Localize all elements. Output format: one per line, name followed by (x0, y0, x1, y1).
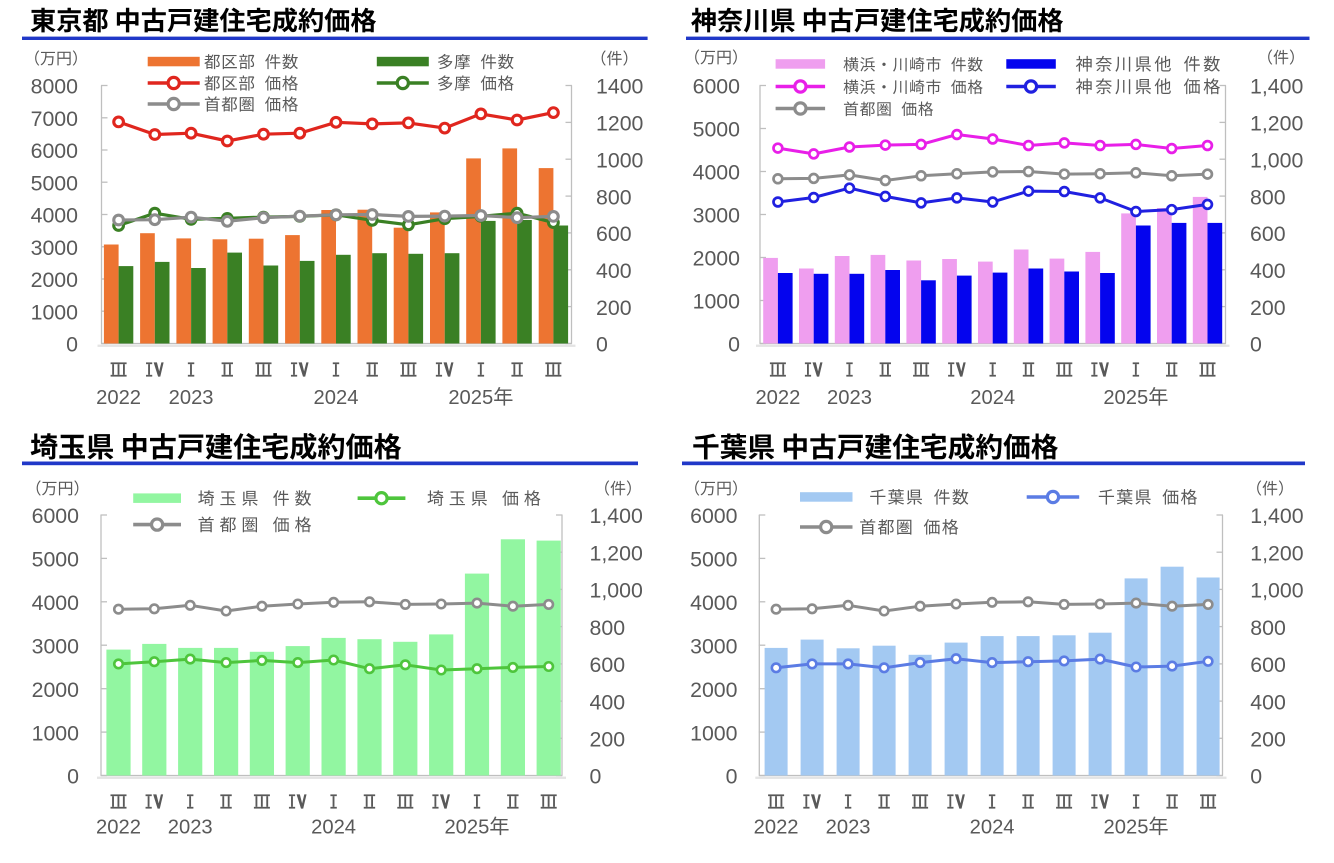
svg-text:2025: 2025 (1103, 387, 1148, 409)
svg-text:0: 0 (1250, 333, 1262, 357)
svg-text:8000: 8000 (31, 75, 79, 99)
svg-text:5000: 5000 (32, 548, 80, 572)
svg-text:2022: 2022 (754, 817, 799, 839)
svg-text:600: 600 (1250, 222, 1286, 246)
svg-text:7000: 7000 (31, 107, 79, 131)
svg-text:0: 0 (1250, 765, 1262, 789)
svg-text:800: 800 (590, 616, 626, 640)
svg-text:2024: 2024 (970, 387, 1015, 409)
svg-text:0: 0 (590, 765, 602, 789)
svg-text:1,200: 1,200 (1250, 541, 1303, 565)
svg-text:1000: 1000 (31, 300, 79, 324)
svg-text:4000: 4000 (32, 591, 80, 615)
svg-text:2024: 2024 (311, 817, 356, 839)
svg-text:1,200: 1,200 (590, 541, 643, 565)
svg-text:2025: 2025 (444, 817, 489, 839)
svg-text:600: 600 (596, 222, 632, 246)
svg-text:600: 600 (1250, 653, 1286, 677)
svg-text:4000: 4000 (31, 204, 79, 228)
svg-text:400: 400 (1250, 690, 1286, 714)
svg-text:2022: 2022 (96, 387, 141, 409)
svg-text:600: 600 (590, 653, 626, 677)
svg-text:4000: 4000 (693, 161, 741, 185)
svg-text:2025: 2025 (448, 387, 493, 409)
svg-text:1400: 1400 (596, 75, 644, 99)
svg-text:0: 0 (728, 333, 740, 357)
svg-text:6000: 6000 (693, 75, 741, 99)
svg-text:1,200: 1,200 (1250, 112, 1303, 136)
svg-text:2000: 2000 (31, 268, 79, 292)
svg-text:2000: 2000 (693, 247, 741, 271)
svg-text:200: 200 (596, 296, 632, 320)
svg-text:0: 0 (67, 765, 79, 789)
svg-text:2023: 2023 (168, 817, 213, 839)
svg-text:1000: 1000 (596, 148, 644, 172)
svg-text:1000: 1000 (32, 721, 80, 745)
svg-text:1,000: 1,000 (590, 579, 643, 603)
svg-text:800: 800 (596, 185, 632, 209)
svg-text:6000: 6000 (31, 139, 79, 163)
svg-text:3000: 3000 (690, 635, 738, 659)
svg-text:2024: 2024 (970, 817, 1015, 839)
svg-text:2022: 2022 (755, 387, 800, 409)
svg-text:6000: 6000 (32, 504, 80, 528)
svg-text:1200: 1200 (596, 112, 644, 136)
svg-text:200: 200 (590, 728, 626, 752)
svg-text:1,400: 1,400 (1250, 504, 1303, 528)
svg-text:5000: 5000 (31, 171, 79, 195)
svg-text:2023: 2023 (827, 387, 872, 409)
svg-text:200: 200 (1250, 728, 1286, 752)
svg-text:2023: 2023 (826, 817, 871, 839)
svg-text:2025: 2025 (1104, 817, 1149, 839)
svg-text:200: 200 (1250, 296, 1286, 320)
svg-text:4000: 4000 (690, 591, 738, 615)
svg-text:0: 0 (66, 333, 78, 357)
svg-text:1,000: 1,000 (1250, 148, 1303, 172)
svg-text:1,400: 1,400 (590, 504, 643, 528)
svg-text:400: 400 (596, 259, 632, 283)
svg-text:1000: 1000 (693, 290, 741, 314)
svg-text:1,000: 1,000 (1250, 579, 1303, 603)
svg-text:2000: 2000 (32, 678, 80, 702)
svg-text:3000: 3000 (693, 204, 741, 228)
svg-text:5000: 5000 (693, 118, 741, 142)
svg-text:6000: 6000 (690, 504, 738, 528)
svg-text:1,400: 1,400 (1250, 75, 1303, 99)
svg-text:800: 800 (1250, 616, 1286, 640)
svg-text:0: 0 (726, 765, 738, 789)
svg-text:2022: 2022 (96, 817, 141, 839)
svg-text:400: 400 (1250, 259, 1286, 283)
svg-text:2024: 2024 (314, 387, 359, 409)
svg-text:3000: 3000 (31, 236, 79, 260)
svg-text:5000: 5000 (690, 548, 738, 572)
svg-text:2023: 2023 (169, 387, 214, 409)
svg-text:400: 400 (590, 690, 626, 714)
svg-text:1000: 1000 (690, 721, 738, 745)
svg-text:2000: 2000 (690, 678, 738, 702)
svg-text:3000: 3000 (32, 635, 80, 659)
svg-text:800: 800 (1250, 185, 1286, 209)
svg-text:0: 0 (596, 333, 608, 357)
